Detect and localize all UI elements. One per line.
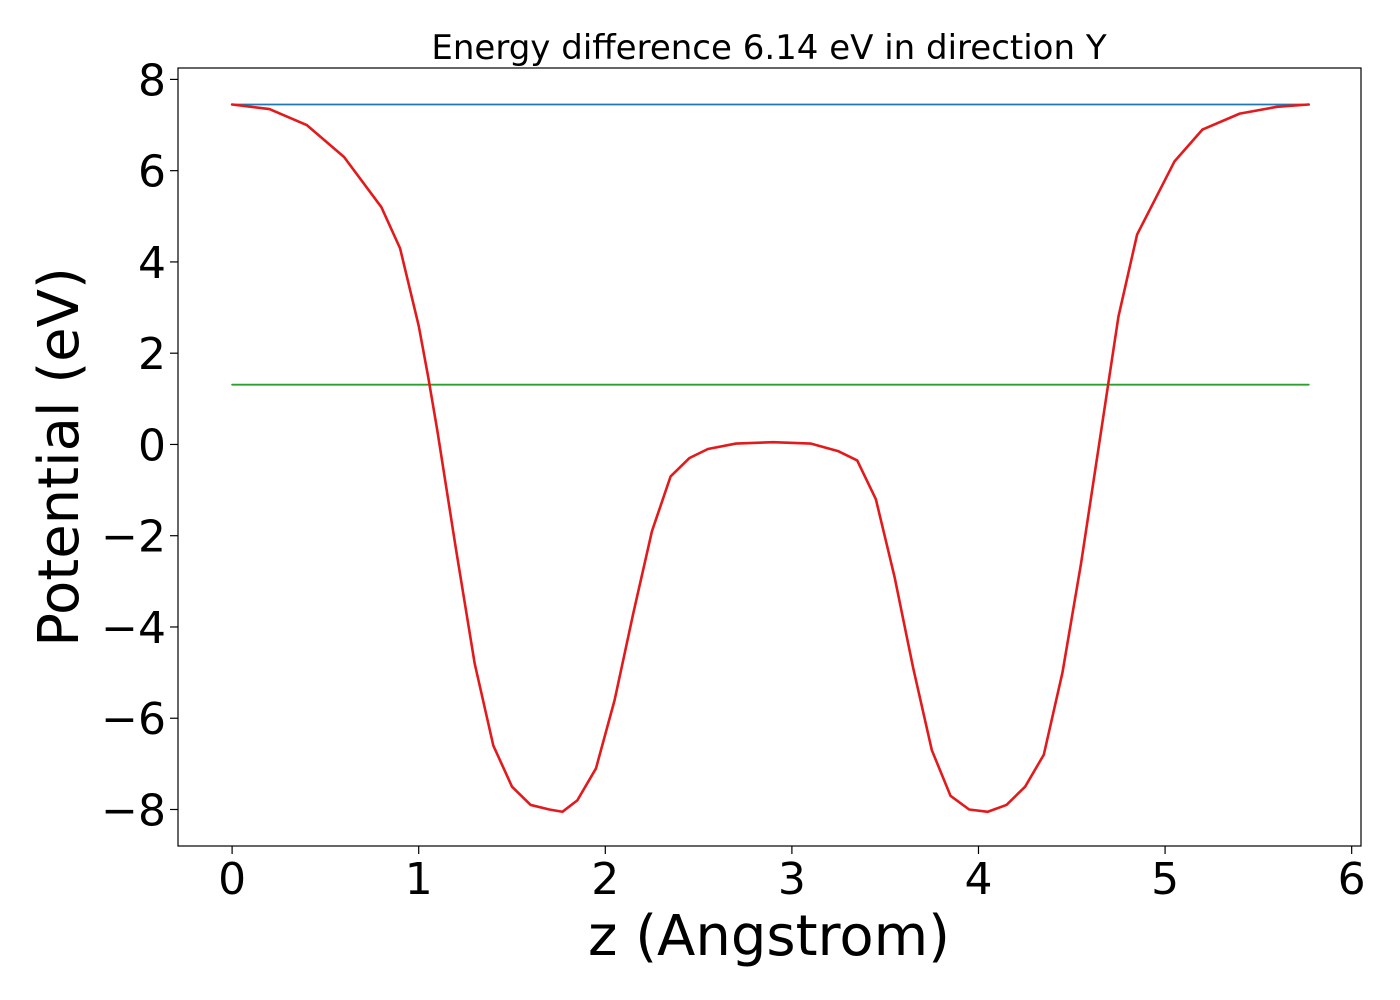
y-tick-label: 8	[138, 55, 166, 106]
y-tick-label: 2	[138, 329, 166, 380]
x-tick-label: 4	[964, 854, 992, 905]
y-axis-title: Potential (eV)	[27, 267, 92, 647]
x-tick-label: 0	[218, 854, 246, 905]
x-axis-title: z (Angstrom)	[588, 904, 950, 969]
y-tick-label: −4	[101, 603, 166, 654]
series-line-3	[230, 103, 1311, 814]
y-tick-label: −8	[101, 785, 166, 836]
x-tick-label: 3	[778, 854, 806, 905]
y-axis: −8 −6 −4 −2 0 2 4 6 8	[101, 55, 178, 836]
x-tick-label: 6	[1338, 854, 1366, 905]
series-layer	[230, 103, 1311, 814]
plot-frame	[177, 67, 1362, 847]
y-tick-label: −6	[101, 694, 166, 745]
y-tick-label: 6	[138, 147, 166, 198]
y-tick-label: 4	[138, 238, 166, 289]
y-tick-label: −2	[101, 512, 166, 563]
x-tick-label: 5	[1151, 854, 1179, 905]
x-tick-label: 1	[405, 854, 433, 905]
x-tick-label: 2	[591, 854, 619, 905]
y-tick-label: 0	[138, 420, 166, 471]
x-axis: 0 1 2 3 4 5 6	[218, 846, 1366, 905]
chart-title: Energy difference 6.14 eV in direction Y	[431, 28, 1106, 68]
